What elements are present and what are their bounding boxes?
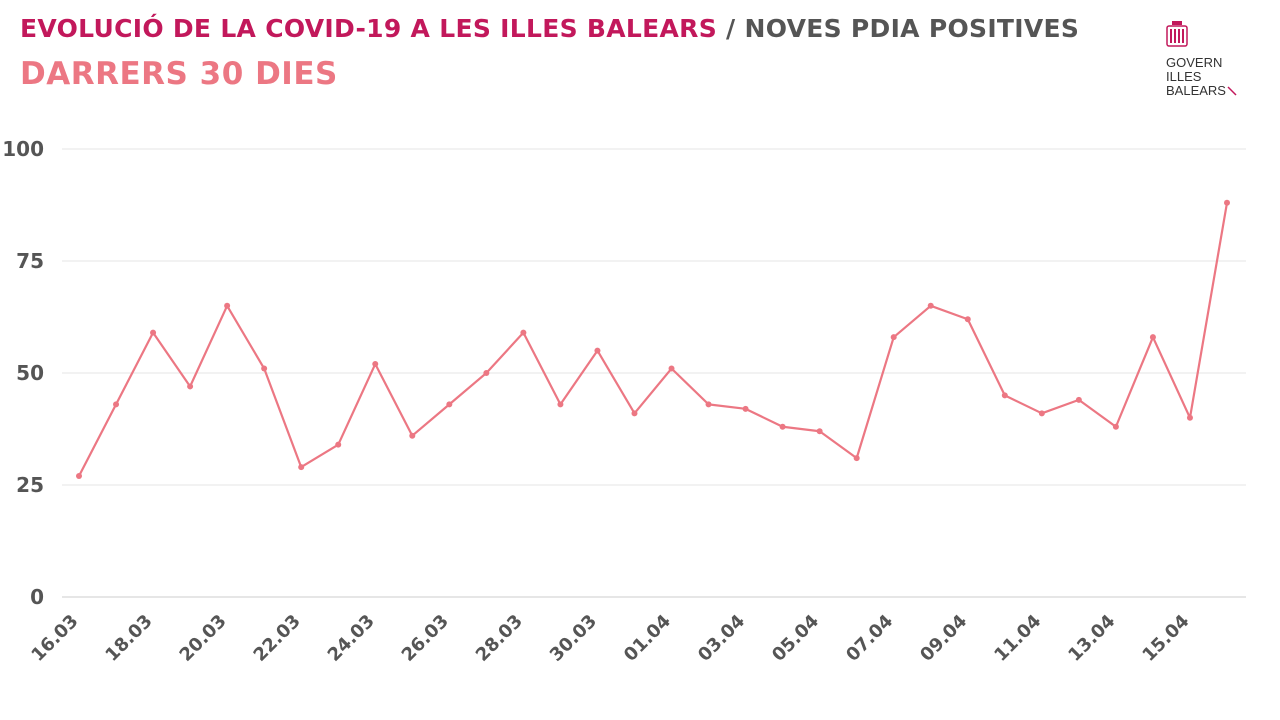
data-point [1075,396,1082,403]
data-point [76,473,82,480]
data-point [113,401,120,408]
x-tick-label: 16.03 [27,611,82,666]
logo-line-govern: GOVERN [1166,55,1223,70]
data-point [261,365,268,372]
x-tick-label: 03.04 [694,611,749,666]
data-point [853,455,860,462]
x-tick-label: 22.03 [250,611,305,666]
govern-illes-balears-logo: GOVERN ILLES BALEARS [1166,20,1266,98]
data-point [224,302,231,309]
title-sub: NOVES PDIA POSITIVES [744,14,1080,43]
data-point [150,329,157,336]
x-tick-label: 30.03 [546,611,601,666]
x-tick-label: 01.04 [620,611,675,666]
data-point [1038,410,1045,417]
data-point [446,401,453,408]
x-tick-label: 05.04 [768,611,823,666]
data-point [927,302,934,309]
data-point [520,329,527,336]
data-point [631,410,638,417]
title-main: EVOLUCIÓ DE LA COVID-19 A LES ILLES BALE… [20,14,717,43]
data-point [1149,334,1156,341]
y-tick-label: 75 [16,249,44,273]
x-tick-label: 15.04 [1138,611,1193,666]
data-point [594,347,601,354]
x-tick-label: 20.03 [176,611,231,666]
data-point [187,383,194,390]
coat-of-arms-icon [1166,21,1188,47]
data-point [298,464,305,471]
data-point [335,441,342,448]
data-point [409,432,416,439]
data-point [964,316,971,323]
x-tick-label: 09.04 [916,611,971,666]
y-tick-label: 0 [30,585,44,609]
logo-line-illes: ILLES [1166,69,1202,84]
data-point [1112,423,1119,430]
logo-slash-icon [1227,86,1237,96]
data-point [705,401,712,408]
data-point [372,361,379,368]
data-point [1224,199,1230,206]
series-line [78,202,1229,477]
x-tick-label: 26.03 [398,611,453,666]
title-separator: / [726,14,736,43]
x-tick-label: 18.03 [101,611,156,666]
data-point [742,405,749,412]
logo-line-balears: BALEARS [1166,84,1266,98]
data-point [779,423,786,430]
x-tick-label: 07.04 [842,611,897,666]
data-point [1001,392,1008,399]
data-point [483,370,490,376]
y-tick-label: 100 [2,137,44,161]
x-tick-label: 13.04 [1064,611,1119,666]
y-tick-label: 25 [16,473,44,497]
data-point [668,365,675,372]
x-tick-label: 11.04 [990,611,1045,666]
data-point [816,428,823,435]
data-point [557,401,564,408]
x-tick-label: 28.03 [472,611,527,666]
chart-title: EVOLUCIÓ DE LA COVID-19 A LES ILLES BALE… [20,14,1079,43]
y-tick-label: 50 [16,361,44,385]
data-point [890,334,897,341]
x-tick-label: 24.03 [324,611,379,666]
data-point [1186,414,1193,421]
chart-subtitle: DARRERS 30 DIES [20,56,338,92]
